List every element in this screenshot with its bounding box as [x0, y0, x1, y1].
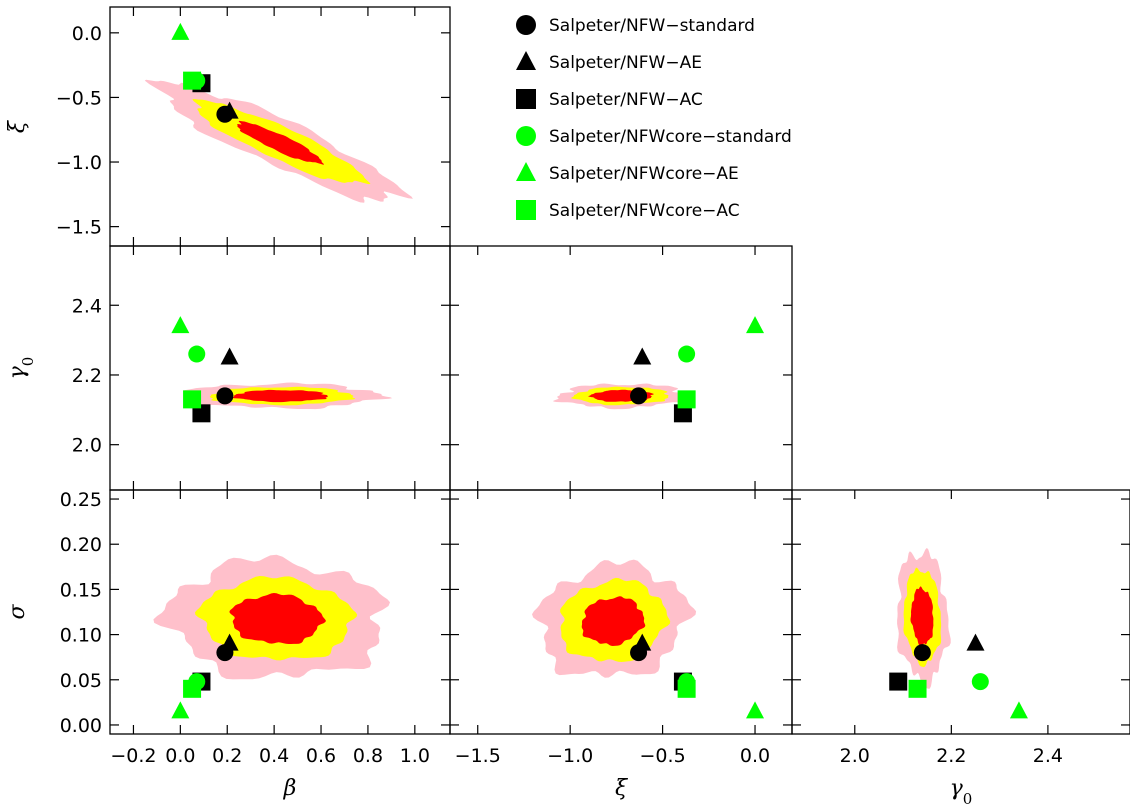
marker-salpeter-nfw-ae: [220, 347, 239, 365]
panel-frame: [449, 245, 793, 491]
marker-salpeter-nfwcore-ac: [183, 71, 202, 90]
marker-salpeter-nfw-ae: [633, 633, 652, 651]
x-tick-label: 0.0: [165, 745, 195, 767]
axis-label-sub: 0: [19, 357, 37, 367]
contours-beta-xi: [144, 79, 413, 203]
y-tick-label: 2.2: [72, 365, 102, 387]
y-tick-label: 0.0: [72, 23, 102, 45]
contours-beta-gamma0: [182, 382, 393, 410]
marker-salpeter-nfwcore-standard: [188, 345, 206, 363]
y-tick-label: −1.5: [56, 217, 102, 239]
panel-beta-sigma: −0.2 0.0 0.2 0.4 0.6 0.8 1.0 0.00 0.05 0.10 0.15 0.…: [60, 489, 451, 767]
legend-label: Salpeter/NFW−AC: [549, 90, 703, 110]
x-tick-label: 2.0: [840, 745, 870, 767]
marker-salpeter-nfw-ac: [192, 404, 211, 423]
y-axis-label-gamma0: γ0: [5, 357, 37, 380]
axis-label-main: γ: [5, 365, 30, 379]
y-tick-label: 2.0: [72, 435, 102, 457]
marker-salpeter-nfwcore-ae: [1009, 701, 1028, 719]
marker-salpeter-nfw-ac: [889, 672, 908, 691]
y-tick-label: 0.25: [60, 489, 102, 511]
marker-salpeter-nfw-ae: [966, 633, 985, 651]
legend-symbol: [516, 51, 536, 70]
x-tick-label: 0.8: [353, 745, 383, 767]
panel-beta-gamma0: 2.0 2.2 2.4: [72, 245, 451, 491]
x-axis-label-xi: ξ: [615, 776, 629, 801]
legend-label: Salpeter/NFW−standard: [549, 16, 755, 36]
legend-symbol: [516, 126, 536, 146]
x-tick-label: −1.0: [547, 745, 593, 767]
marker-salpeter-nfwcore-ac: [183, 390, 202, 409]
marker-salpeter-nfwcore-ac: [677, 679, 696, 698]
contour-1sigma: [910, 586, 934, 646]
legend-symbol: [516, 15, 536, 35]
legend-label: Salpeter/NFWcore−standard: [549, 127, 792, 147]
y-tick-label: 0.20: [60, 534, 102, 556]
x-tick-label: 0.0: [740, 745, 770, 767]
y-axis-label-xi: ξ: [5, 119, 30, 133]
panel-xi-gamma0: [449, 245, 793, 491]
panel-beta-xi: 0.0 −0.5 −1.0 −1.5: [56, 6, 451, 247]
contours-gamma0-sigma: [897, 548, 951, 689]
x-axis-label-beta: β: [283, 776, 297, 801]
marker-salpeter-nfw-ae: [220, 633, 239, 651]
contour-1sigma: [229, 593, 326, 644]
marker-salpeter-nfwcore-ac: [183, 679, 202, 698]
marker-salpeter-nfwcore-ae: [746, 701, 765, 719]
marker-salpeter-nfw-ae: [633, 347, 652, 365]
x-tick-label: 2.4: [1033, 745, 1063, 767]
x-tick-label: 1.0: [400, 745, 430, 767]
contours-xi-gamma0: [553, 383, 689, 410]
marker-salpeter-nfw-standard: [913, 644, 931, 662]
panel-xi-sigma: −1.5 −1.0 −0.5 0.0: [449, 489, 793, 767]
legend-label: Salpeter/NFW−AE: [549, 53, 702, 73]
legend-symbol: [516, 200, 536, 220]
y-tick-label: 0.15: [60, 579, 102, 601]
y-tick-label: 2.4: [72, 295, 102, 317]
x-tick-label: 0.4: [259, 745, 289, 767]
contour-1sigma: [237, 120, 324, 165]
y-axis-label-sigma: σ: [5, 604, 30, 620]
marker-salpeter-nfw-ae: [220, 101, 239, 119]
marker-salpeter-nfwcore-standard: [971, 673, 989, 691]
marker-salpeter-nfwcore-ae: [171, 316, 190, 334]
marker-salpeter-nfw-standard: [630, 387, 648, 405]
x-axis-label-gamma0: γ0: [950, 776, 973, 805]
marker-salpeter-nfw-ac: [673, 404, 692, 423]
axis-label-sub: 0: [963, 790, 973, 805]
panel-frame: [109, 245, 451, 491]
y-tick-label: −1.0: [56, 152, 102, 174]
marker-salpeter-nfw-standard: [216, 387, 234, 405]
legend: Salpeter/NFW−standard Salpeter/NFW−AE Salp…: [516, 15, 792, 221]
y-tick-label: −0.5: [56, 87, 102, 109]
y-tick-label: 0.05: [60, 670, 102, 692]
y-tick-label: 0.10: [60, 625, 102, 647]
contour-1sigma: [581, 596, 646, 646]
marker-salpeter-nfwcore-standard: [678, 345, 696, 363]
panel-frame: [791, 489, 1130, 735]
x-tick-label: −0.5: [640, 745, 686, 767]
marker-salpeter-nfwcore-ac: [677, 390, 696, 409]
x-tick-label: −0.2: [110, 745, 156, 767]
legend-label: Salpeter/NFWcore−AE: [549, 164, 739, 184]
x-tick-label: 0.2: [212, 745, 242, 767]
x-tick-label: 2.2: [936, 745, 966, 767]
marker-salpeter-nfwcore-ae: [171, 22, 190, 40]
x-tick-label: 0.6: [306, 745, 336, 767]
legend-label: Salpeter/NFWcore−AC: [549, 201, 740, 221]
legend-symbol: [516, 162, 536, 181]
marker-salpeter-nfwcore-ac: [908, 679, 927, 698]
contours-xi-sigma: [532, 559, 697, 678]
axis-label-main: γ: [950, 776, 964, 801]
x-tick-label: −1.5: [455, 745, 501, 767]
y-tick-label: 0.00: [60, 715, 102, 737]
marker-salpeter-nfwcore-ae: [171, 701, 190, 719]
legend-symbol: [516, 89, 536, 109]
contours-beta-sigma: [153, 554, 390, 680]
contour-1sigma: [232, 389, 328, 403]
marker-salpeter-nfwcore-ae: [746, 316, 765, 334]
panel-gamma0-sigma: 2.0 2.2 2.4: [791, 489, 1130, 767]
